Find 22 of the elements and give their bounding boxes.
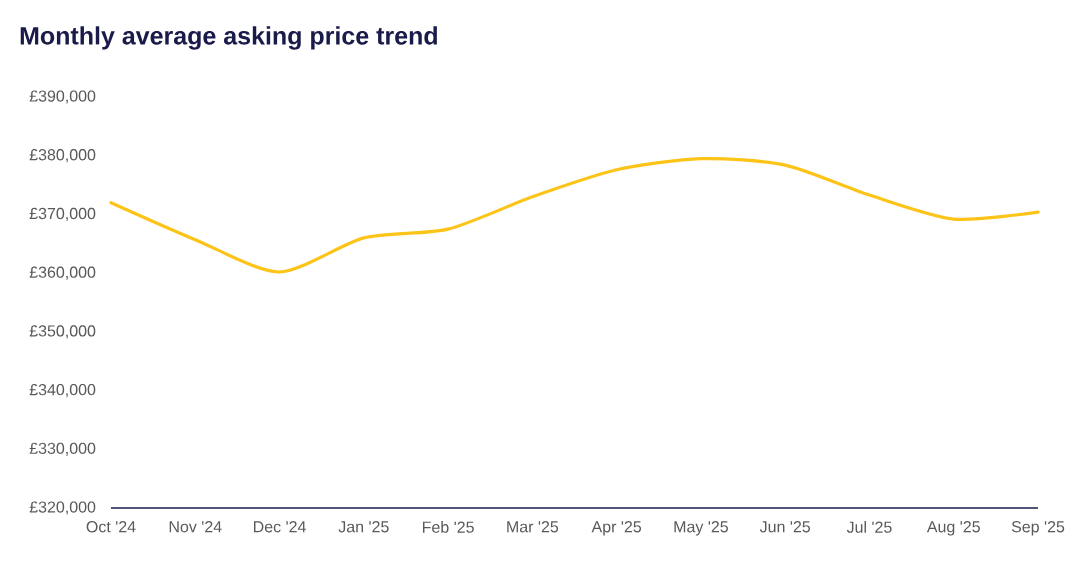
line-series <box>109 157 1040 274</box>
y-tick-label: £340,000 <box>29 383 96 398</box>
chart-title: Monthly average asking price trend <box>20 26 437 50</box>
x-tick-label: Mar '25 <box>507 521 559 533</box>
x-tick-label: Dec '24 <box>253 521 306 533</box>
x-tick-label: Aug '25 <box>926 521 980 536</box>
x-tick-label: May '25 <box>674 521 728 536</box>
y-tick-label: £360,000 <box>29 266 96 280</box>
y-tick-label: £390,000 <box>29 90 96 104</box>
y-tick-label: £320,000 <box>29 501 96 515</box>
x-tick-label: Apr '25 <box>591 521 642 536</box>
x-tick-label: Jan '25 <box>338 521 389 533</box>
x-tick-label: Jun '25 <box>759 521 811 533</box>
x-tick-label: Sep '25 <box>1011 521 1065 536</box>
x-tick-label: Oct '24 <box>86 521 136 533</box>
x-tick-label: Nov '24 <box>169 521 222 533</box>
y-tick-label: £350,000 <box>29 325 96 339</box>
y-tick-label: £330,000 <box>29 442 96 456</box>
x-tick-label: Jul '25 <box>846 521 892 533</box>
y-tick-label: £380,000 <box>29 149 96 163</box>
y-tick-label: £370,000 <box>29 207 96 222</box>
x-tick-label: Feb '25 <box>422 521 474 533</box>
